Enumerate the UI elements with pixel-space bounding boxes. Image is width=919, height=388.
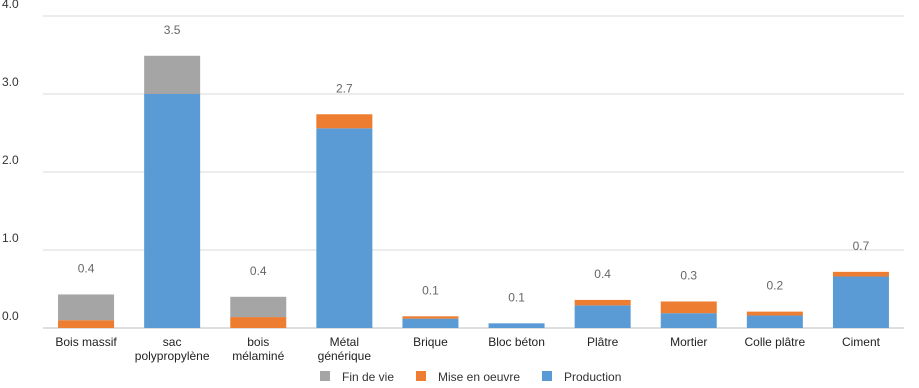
bar-segment-production (402, 318, 459, 328)
y-axis-ticks: 0.0 1.0 2.0 3.0 4.0 (2, 0, 19, 323)
bar-segment-mise-en-oeuvre (230, 317, 287, 328)
data-label-total: 0.1 (422, 283, 439, 297)
x-tick-label-line: Plâtre (587, 335, 619, 349)
data-label-total: 0.4 (78, 261, 95, 275)
bar-segment-production (316, 128, 373, 328)
y-tick-label: 1.0 (2, 231, 19, 245)
data-label-total: 0.2 (767, 279, 784, 293)
bar-segment-fin-de-vie (58, 294, 115, 321)
legend-swatch-production (542, 371, 552, 381)
x-tick-label: Plâtre (587, 335, 619, 349)
data-label-total: 0.4 (594, 267, 611, 281)
y-tick-label: 4.0 (2, 0, 19, 11)
x-tick-label: Métal générique (318, 335, 372, 363)
x-tick-label: Ciment (842, 335, 881, 349)
data-label-total: 3.5 (164, 23, 181, 37)
x-tick-label-line: Colle plâtre (744, 335, 805, 349)
legend-swatch-fin-de-vie (320, 371, 330, 381)
y-tick-label: 2.0 (2, 153, 19, 167)
bar-segment-production (746, 315, 803, 328)
x-tick-label: Brique (413, 335, 448, 349)
x-tick-label-line: sac (163, 335, 182, 349)
x-tick-label-line: Ciment (842, 335, 881, 349)
bar-segment-production (660, 313, 717, 328)
bar-segment-mise-en-oeuvre (316, 114, 373, 129)
bar-segment-fin-de-vie (230, 296, 287, 318)
x-tick-label-line: Mortier (670, 335, 707, 349)
bar-segment-fin-de-vie (144, 55, 201, 94)
bar-segment-mise-en-oeuvre (832, 271, 889, 277)
x-tick-label-line: Bois massif (55, 335, 117, 349)
bar-segment-production (488, 323, 545, 328)
x-tick-label: Colle plâtre (744, 335, 805, 349)
x-tick-label-line: générique (318, 349, 372, 363)
bar-segment-mise-en-oeuvre (574, 299, 631, 306)
x-tick-label-line: bois (247, 335, 269, 349)
bar-segment-mise-en-oeuvre (660, 301, 717, 314)
data-label-total: 0.4 (250, 264, 267, 278)
x-tick-label-line: Bloc béton (488, 335, 545, 349)
y-tick-label: 0.0 (2, 309, 19, 323)
x-tick-label-line: Métal (330, 335, 359, 349)
bar-segment-mise-en-oeuvre (58, 320, 115, 328)
legend: Fin de vie Mise en oeuvre Production (320, 370, 621, 384)
x-tick-label: bois mélaminé (232, 335, 284, 363)
bar-segment-mise-en-oeuvre (746, 311, 803, 316)
bar-segment-production (574, 305, 631, 328)
bar-segment-mise-en-oeuvre (402, 316, 459, 319)
x-tick-label: Bois massif (55, 335, 117, 349)
data-label-total: 0.1 (508, 290, 525, 304)
x-tick-label-line: Brique (413, 335, 448, 349)
data-label-total: 2.7 (336, 81, 353, 95)
x-tick-label: sac polypropylène (135, 335, 210, 363)
data-labels: 0.4 3.5 0.4 2.7 0.1 0.1 0.4 0.3 0.2 0.7 (78, 23, 870, 305)
x-tick-label: Mortier (670, 335, 707, 349)
legend-label: Production (564, 370, 621, 384)
legend-swatch-mise-en-oeuvre (416, 371, 426, 381)
x-tick-label: Bloc béton (488, 335, 545, 349)
y-tick-label: 3.0 (2, 75, 19, 89)
data-label-total: 0.3 (680, 268, 697, 282)
x-axis-labels: Bois massif sac polypropylène bois mélaminé M… (55, 335, 880, 363)
bar-segment-production (832, 276, 889, 328)
x-tick-label-line: polypropylène (135, 349, 210, 363)
bar-segment-production (144, 94, 201, 328)
legend-label: Fin de vie (342, 370, 394, 384)
bars (58, 55, 889, 328)
x-tick-label-line: mélaminé (232, 349, 284, 363)
data-label-total: 0.7 (853, 239, 870, 253)
legend-label: Mise en oeuvre (438, 370, 520, 384)
